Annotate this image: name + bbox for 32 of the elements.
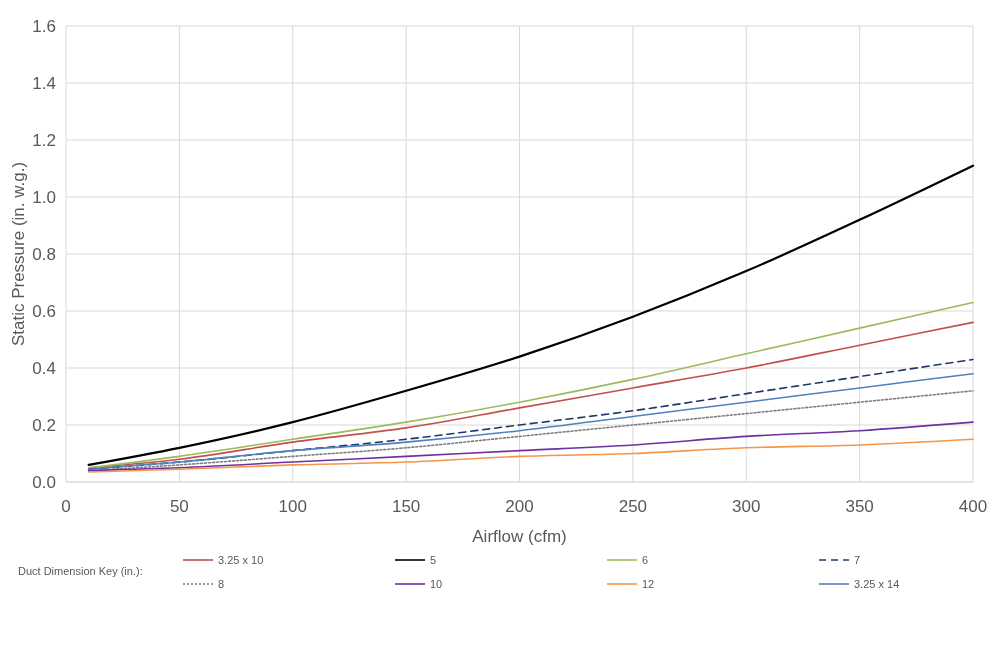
legend-label: 8 [218,577,225,590]
legend-label: 10 [430,577,443,590]
y-tick-label: 1.0 [32,187,56,207]
legend-label: 5 [430,553,437,566]
y-tick-label: 0.0 [32,472,56,492]
x-tick-label: 300 [732,497,761,516]
y-tick-label: 1.4 [32,73,56,93]
legend-label: 3.25 x 10 [218,553,264,566]
x-tick-label: 50 [169,497,189,516]
legend-label: 12 [642,577,655,590]
x-tick-label: 350 [845,497,874,516]
y-axis-title: Static Pressure (in. w.g.) [9,161,28,347]
legend-label: 7 [854,553,861,566]
x-tick-label: 200 [505,497,534,516]
y-tick-label: 0.2 [32,415,56,435]
y-tick-label: 1.6 [32,16,56,36]
x-tick-label: 150 [391,497,421,516]
y-tick-label: 0.8 [32,244,56,264]
x-tick-label: 100 [278,497,307,516]
x-tick-label: 400 [958,497,988,516]
legend-label: 6 [642,553,649,566]
line-series [87,164,975,466]
x-tick-label: 0 [61,497,71,516]
x-axis-title: Airflow (cfm) [472,527,567,546]
y-tick-label: 0.6 [32,301,56,321]
x-tick-label: 250 [618,497,648,516]
y-tick-label: 1.2 [32,130,56,150]
legend-title: Duct Dimension Key (in.): [18,565,143,577]
legend-label: 3.25 x 14 [854,577,900,590]
y-tick-label: 0.4 [32,358,56,378]
line-series [87,438,974,473]
line-series [87,421,974,472]
